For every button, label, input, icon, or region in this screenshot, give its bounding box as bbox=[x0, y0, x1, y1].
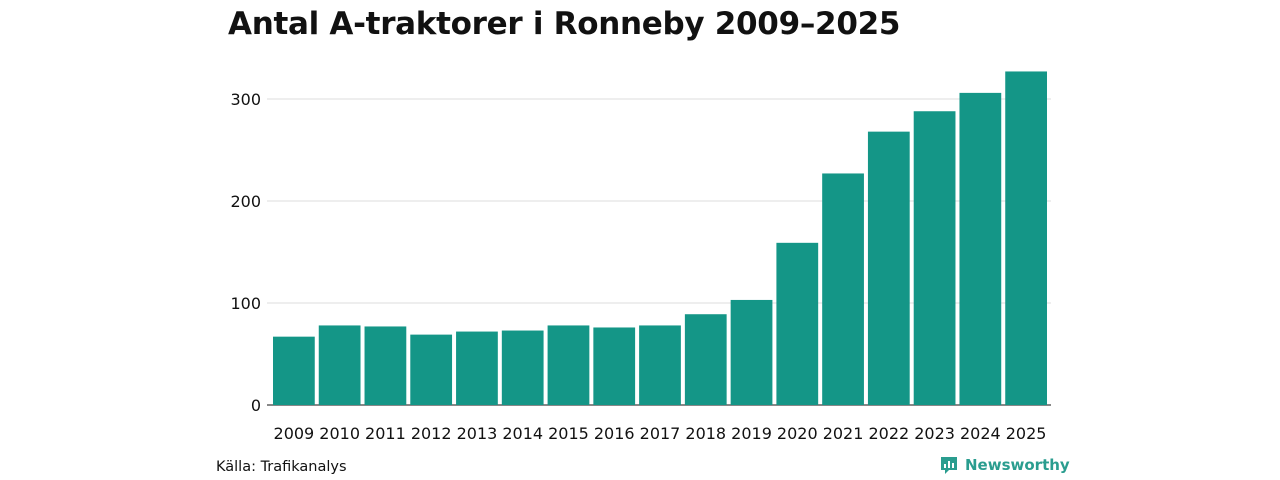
x-tick-label: 2020 bbox=[777, 424, 818, 443]
bar-2021 bbox=[822, 173, 864, 405]
bar-2015 bbox=[547, 325, 590, 405]
bar-2025 bbox=[1005, 71, 1047, 406]
bar-2017 bbox=[639, 325, 681, 405]
x-tick-label: 2025 bbox=[1006, 424, 1047, 443]
x-tick-label: 2022 bbox=[868, 424, 909, 443]
bar-2024 bbox=[959, 92, 1002, 405]
bar-2012 bbox=[410, 334, 453, 405]
x-tick-label: 2023 bbox=[914, 424, 955, 443]
x-tick-label: 2018 bbox=[685, 424, 726, 443]
y-tick-label: 0 bbox=[251, 396, 261, 415]
bar-2018 bbox=[684, 314, 727, 405]
x-tick-label: 2010 bbox=[319, 424, 360, 443]
bar-2009 bbox=[273, 336, 315, 405]
x-tick-label: 2021 bbox=[823, 424, 864, 443]
bar-2022 bbox=[867, 131, 910, 405]
newsworthy-logo-icon bbox=[941, 457, 957, 474]
brand-name: Newsworthy bbox=[965, 456, 1070, 474]
y-tick-label: 300 bbox=[230, 90, 261, 109]
x-tick-label: 2014 bbox=[502, 424, 543, 443]
x-tick-label: 2009 bbox=[274, 424, 315, 443]
bar-2013 bbox=[456, 331, 498, 405]
bar-2010 bbox=[318, 325, 361, 405]
x-tick-label: 2024 bbox=[960, 424, 1001, 443]
x-tick-label: 2017 bbox=[640, 424, 681, 443]
bar-2011 bbox=[364, 326, 407, 405]
y-tick-label: 200 bbox=[230, 192, 261, 211]
x-tick-label: 2013 bbox=[457, 424, 498, 443]
source-note: Källa: Trafikanalys bbox=[216, 459, 347, 475]
bar-2019 bbox=[730, 299, 773, 405]
bar-2023 bbox=[913, 111, 956, 406]
brand-logo: Newsworthy bbox=[939, 455, 1070, 475]
x-tick-label: 2016 bbox=[594, 424, 635, 443]
x-axis-tick-labels: 2009 2010 2011 2012 2013 2014 2015 2016 2017 2018… bbox=[274, 424, 1047, 443]
x-tick-label: 2019 bbox=[731, 424, 772, 443]
chart-title: Antal A-traktorer i Ronneby 2009–2025 bbox=[228, 6, 901, 42]
bars bbox=[273, 71, 1047, 406]
bar-2014 bbox=[501, 330, 544, 405]
bar-2016 bbox=[593, 327, 636, 405]
x-tick-label: 2011 bbox=[365, 424, 406, 443]
y-axis-tick-labels: 0 100 200 300 bbox=[230, 90, 261, 415]
bar-2020 bbox=[776, 242, 819, 405]
x-tick-label: 2012 bbox=[411, 424, 452, 443]
y-tick-label: 100 bbox=[230, 294, 261, 313]
x-tick-label: 2015 bbox=[548, 424, 589, 443]
